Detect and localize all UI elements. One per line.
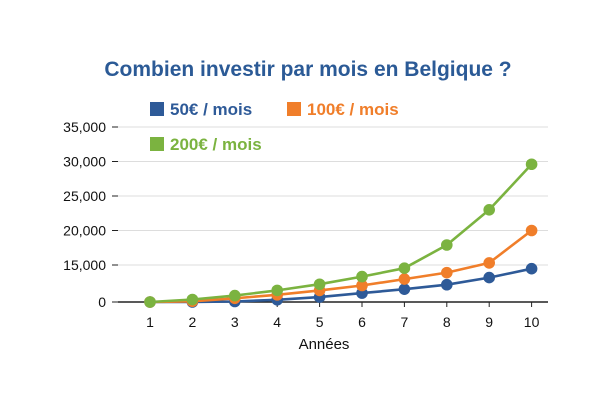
legend-label: 200€ / mois	[170, 135, 262, 154]
legend-label: 100€ / mois	[307, 100, 399, 119]
data-point	[398, 262, 411, 275]
x-tick-label: 4	[273, 314, 281, 330]
legend-swatch	[287, 102, 301, 116]
series-line	[150, 267, 532, 304]
series-line	[149, 163, 533, 304]
data-point	[525, 224, 538, 237]
x-tick-label: 8	[443, 314, 451, 330]
series-3	[144, 158, 538, 308]
data-point	[441, 266, 453, 279]
data-point	[398, 273, 411, 285]
data-point	[441, 239, 453, 251]
legend-item: 100€ / mois	[287, 100, 399, 119]
legend-label: 50€ / mois	[170, 100, 252, 119]
x-tick-label: 6	[358, 314, 366, 330]
data-point	[483, 204, 496, 216]
data-point	[313, 278, 326, 291]
data-point	[525, 262, 538, 275]
data-point	[144, 296, 156, 308]
x-axis-label: Années	[299, 336, 350, 353]
y-tick-label: 35,000	[63, 119, 106, 135]
series-layer	[144, 158, 538, 308]
legend: 50€ / mois 100€ / mois 200€ / mois	[150, 100, 399, 154]
legend-item: 50€ / mois	[150, 100, 252, 119]
legend-swatch	[150, 102, 164, 116]
y-axis-ticks: 0 15,000 20,000 25,000 30,000 35,000	[63, 119, 118, 310]
y-tick-label: 0	[98, 294, 106, 310]
x-tick-label: 10	[524, 314, 540, 330]
data-point	[398, 283, 411, 295]
x-tick-label: 3	[231, 314, 239, 330]
x-tick-label: 2	[189, 314, 197, 330]
x-tick-label: 7	[401, 314, 409, 330]
data-point	[441, 278, 453, 291]
x-tick-label: 5	[316, 314, 324, 330]
data-point	[229, 289, 241, 302]
y-tick-label: 30,000	[63, 154, 106, 170]
data-point	[525, 158, 538, 171]
x-tick-label: 9	[485, 314, 493, 330]
chart-title: Combien investir par mois en Belgique ?	[104, 58, 511, 81]
y-tick-label: 15,000	[63, 257, 106, 273]
y-tick-label: 20,000	[63, 223, 106, 239]
x-tick-label: 1	[146, 314, 154, 330]
data-point	[186, 293, 199, 306]
x-axis-ticks: 1 2 3 4 5 6 7 8 9 10	[146, 302, 540, 330]
y-tick-label: 25,000	[63, 188, 106, 204]
data-point	[483, 257, 496, 269]
data-point	[483, 271, 496, 284]
data-point	[271, 284, 284, 297]
legend-item: 200€ / mois	[150, 135, 262, 154]
data-point	[356, 279, 368, 292]
data-point	[356, 270, 368, 283]
series-line	[149, 229, 533, 304]
legend-swatch	[150, 137, 164, 151]
